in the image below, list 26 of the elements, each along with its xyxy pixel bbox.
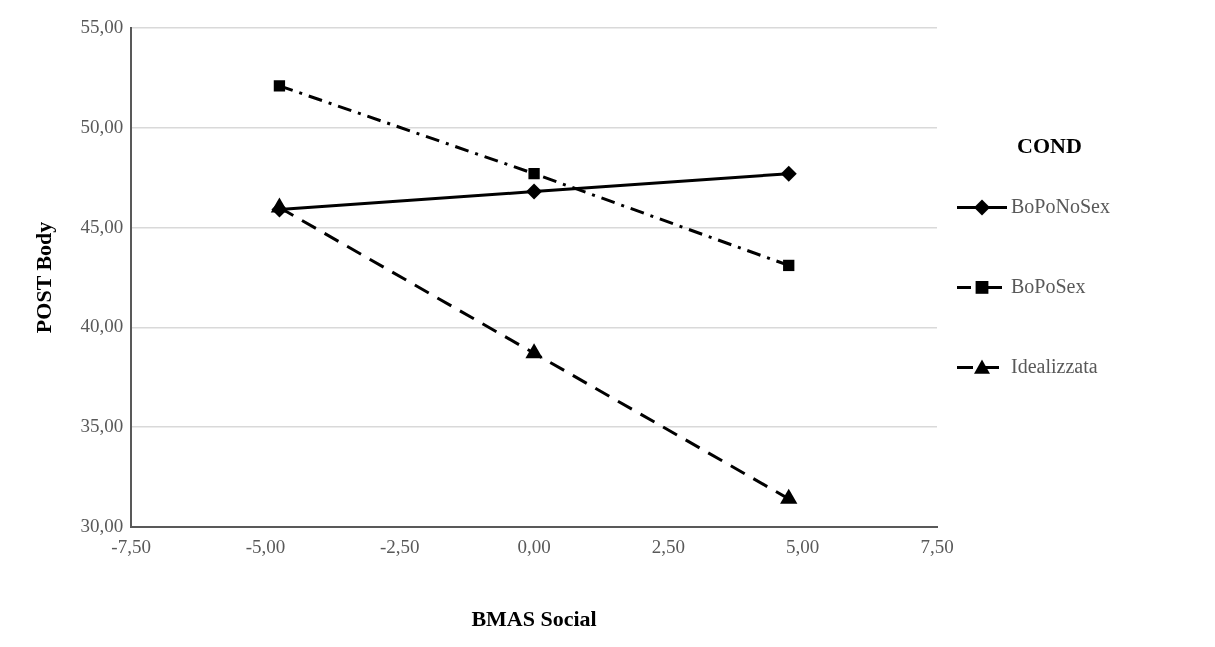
point bbox=[783, 259, 795, 272]
legend-title: COND bbox=[1017, 133, 1082, 159]
legend-label: BoPoNoSex bbox=[1011, 194, 1110, 217]
x-tick-label: -5,00 bbox=[245, 536, 286, 558]
point bbox=[780, 488, 798, 504]
x-tick-label: 5,00 bbox=[786, 536, 820, 558]
legend-label: Idealizzata bbox=[1011, 354, 1098, 377]
x-tick-label: 7,50 bbox=[920, 536, 954, 558]
y-tick-label: 40,00 bbox=[80, 315, 124, 337]
legend-label: BoPoSex bbox=[1011, 274, 1086, 297]
point bbox=[528, 167, 540, 180]
y-tick-label: 55,00 bbox=[80, 15, 124, 37]
x-axis-title: BMAS Social bbox=[471, 606, 597, 632]
y-tick-label: 35,00 bbox=[80, 415, 124, 437]
point bbox=[525, 343, 543, 359]
point bbox=[273, 80, 286, 92]
point bbox=[526, 183, 543, 200]
point bbox=[780, 165, 797, 182]
y-axis-title: POST Body bbox=[30, 221, 56, 334]
y-tick-label: 45,00 bbox=[80, 215, 124, 237]
y-tick-label: 30,00 bbox=[80, 514, 124, 536]
y-tick-label: 50,00 bbox=[80, 115, 124, 137]
x-tick-label: 2,50 bbox=[651, 536, 686, 558]
x-tick-label: 0,00 bbox=[517, 536, 551, 558]
x-tick-label: -2,50 bbox=[379, 536, 420, 558]
x-tick-label: -7,50 bbox=[111, 536, 151, 558]
